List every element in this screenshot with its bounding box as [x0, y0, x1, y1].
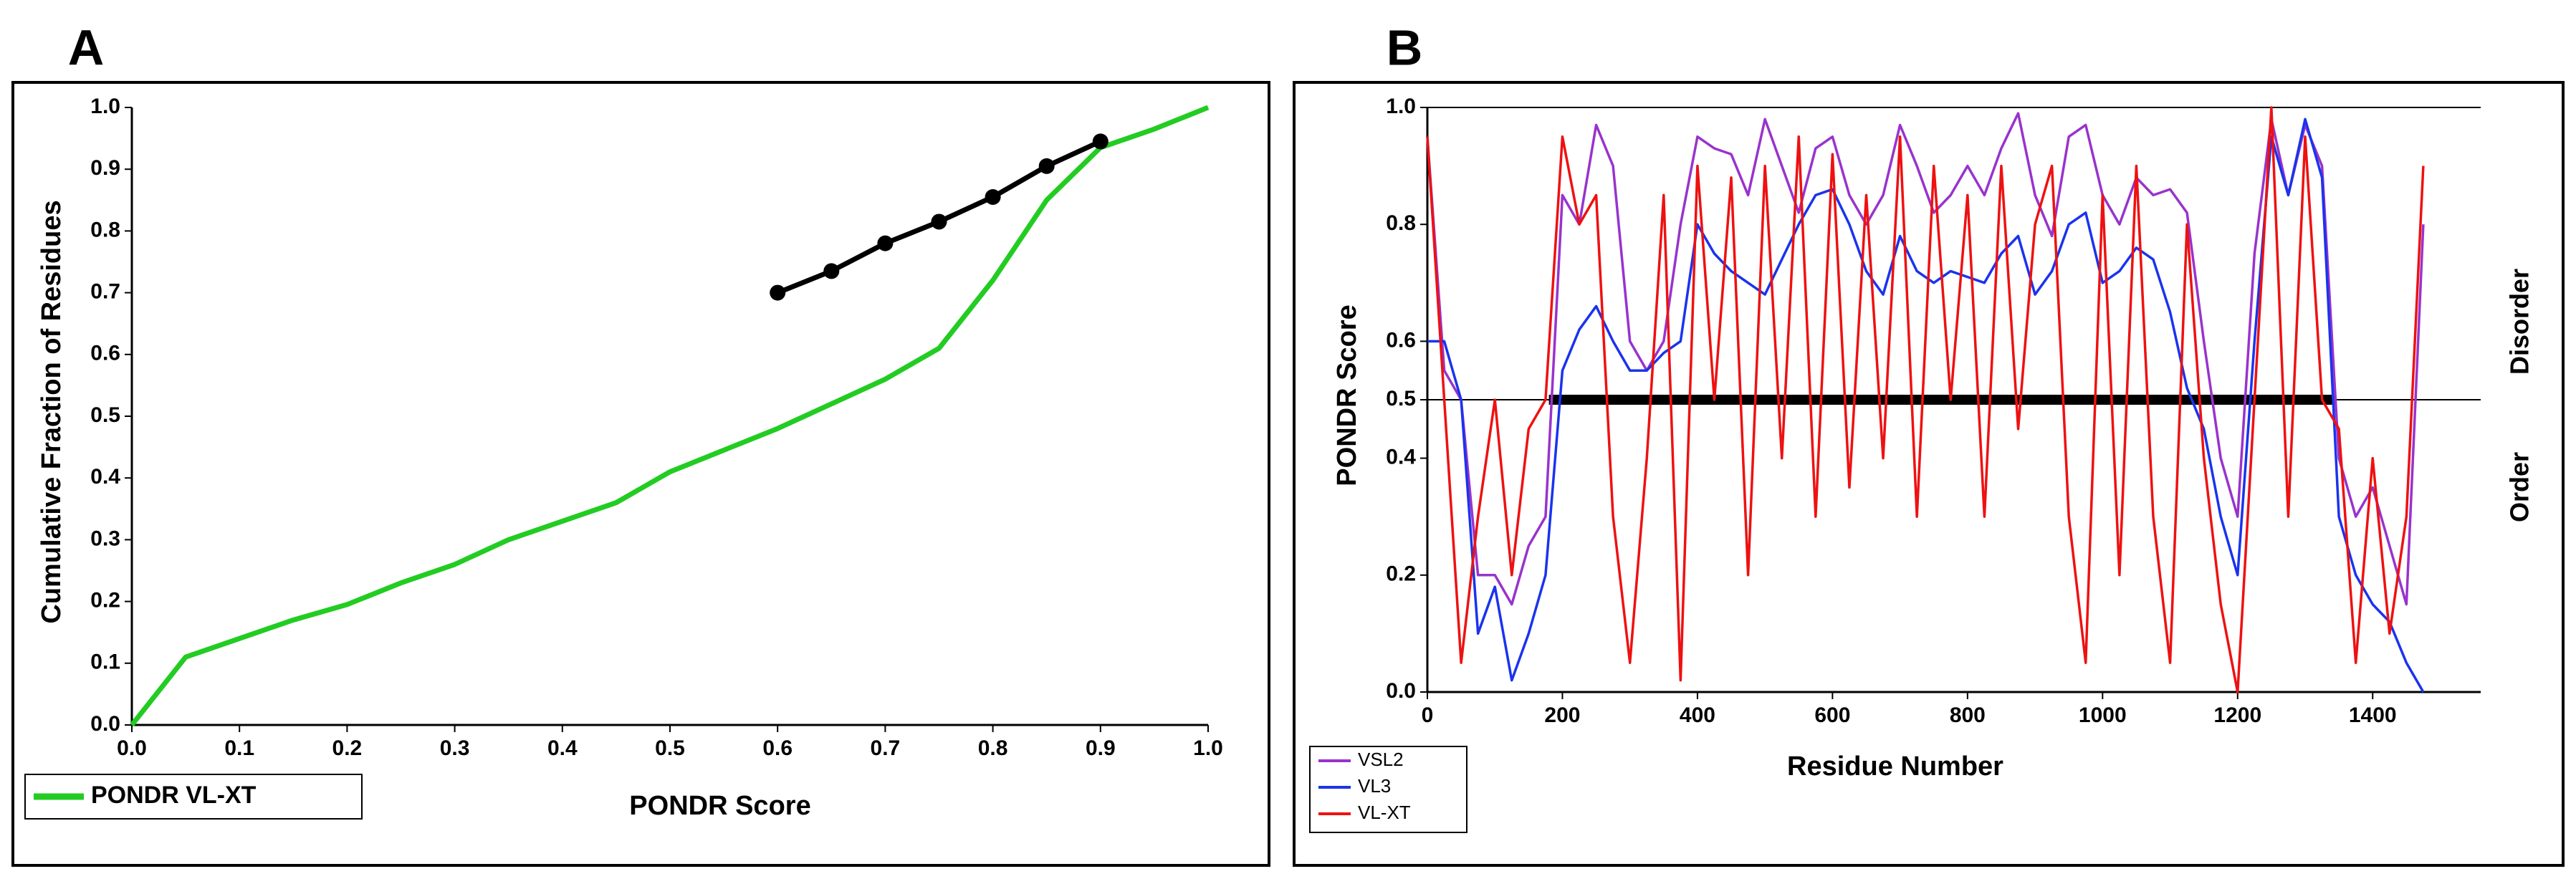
legend-label: PONDR VL-XT — [91, 782, 257, 809]
series-marker — [877, 235, 894, 251]
x-tick-label: 200 — [1544, 703, 1580, 727]
legend-label: VL3 — [1358, 775, 1391, 797]
x-tick-label: 0 — [1422, 703, 1434, 727]
x-tick-label: 1000 — [2079, 703, 2127, 727]
y-tick-label: 0.2 — [1386, 562, 1416, 586]
y-tick-label: 1.0 — [90, 95, 120, 118]
x-tick-label: 800 — [1950, 703, 1986, 727]
y-tick-label: 0.5 — [90, 403, 120, 427]
x-tick-label: 0.4 — [547, 736, 578, 760]
y-tick-label: 0.8 — [1386, 211, 1416, 235]
y-tick-label: 0.9 — [90, 156, 120, 180]
legend-label: VSL2 — [1358, 749, 1404, 770]
y-tick-label: 0.0 — [90, 712, 120, 736]
series-line — [1427, 117, 2425, 693]
series-marker — [823, 263, 840, 279]
side-label: Disorder — [2505, 269, 2534, 375]
y-tick-label: 0.6 — [1386, 328, 1416, 352]
y-tick-label: 0.5 — [1386, 387, 1416, 410]
x-tick-label: 0.0 — [117, 736, 147, 760]
x-tick-label: 1200 — [2213, 703, 2261, 727]
panel-frame — [11, 81, 1270, 867]
series-marker — [931, 213, 947, 230]
y-tick-label: 1.0 — [1386, 95, 1416, 118]
x-tick-label: 0.7 — [871, 736, 901, 760]
series-marker — [1092, 133, 1109, 150]
x-tick-label: 0.9 — [1086, 736, 1116, 760]
y-axis-label: Cumulative Fraction of Residues — [37, 200, 67, 623]
x-tick-label: 0.5 — [655, 736, 685, 760]
y-tick-label: 0.4 — [90, 465, 120, 489]
panel-frame — [1293, 81, 2565, 867]
side-label: Order — [2505, 452, 2534, 522]
y-axis-label: PONDR Score — [1332, 304, 1362, 486]
x-tick-label: 1400 — [2349, 703, 2397, 727]
x-tick-label: 600 — [1814, 703, 1850, 727]
x-tick-label: 0.1 — [224, 736, 254, 760]
x-axis-label: Residue Number — [1787, 751, 2003, 782]
y-tick-label: 0.6 — [90, 342, 120, 365]
x-axis-label: PONDR Score — [629, 791, 810, 821]
series-marker — [1038, 158, 1055, 174]
x-tick-label: 0.8 — [978, 736, 1008, 760]
y-tick-label: 0.4 — [1386, 446, 1416, 469]
x-tick-label: 0.6 — [762, 736, 793, 760]
y-tick-label: 0.7 — [90, 280, 120, 304]
y-tick-label: 0.3 — [90, 527, 120, 550]
y-tick-label: 0.2 — [90, 589, 120, 612]
x-tick-label: 1.0 — [1193, 736, 1223, 760]
panel-letter: B — [1387, 19, 1423, 75]
series-line — [130, 105, 1210, 727]
series-line — [1426, 106, 2425, 693]
series-marker — [985, 188, 1001, 205]
y-tick-label: 0.0 — [1386, 679, 1416, 703]
legend-label: VL-XT — [1358, 802, 1411, 823]
x-tick-label: 0.2 — [332, 736, 363, 760]
panel-letter: A — [68, 19, 105, 75]
x-tick-label: 400 — [1680, 703, 1715, 727]
y-tick-label: 0.1 — [90, 650, 120, 674]
series-marker — [770, 284, 786, 301]
x-tick-label: 0.3 — [440, 736, 470, 760]
series-line — [1426, 112, 2425, 606]
y-tick-label: 0.8 — [90, 218, 120, 241]
